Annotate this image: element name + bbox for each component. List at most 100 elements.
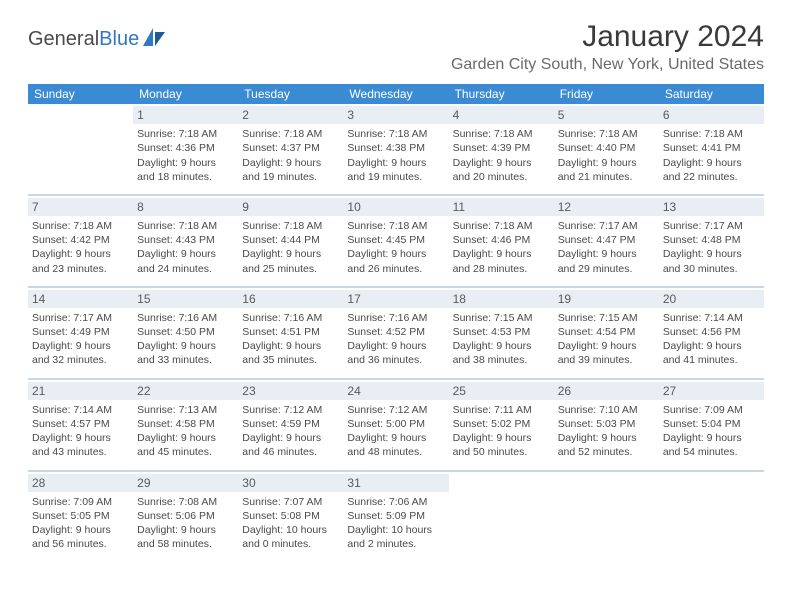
day-line: Daylight: 10 hours (242, 523, 339, 537)
day-line: Daylight: 9 hours (137, 247, 234, 261)
day-cell: 9 Sunrise: 7:18 AMSunset: 4:44 PMDaylight… (238, 196, 343, 286)
day-line: Sunset: 4:54 PM (558, 325, 655, 339)
day-line: Daylight: 9 hours (453, 156, 550, 170)
day-number: 14 (28, 290, 133, 308)
day-line: Sunrise: 7:12 AM (242, 403, 339, 417)
day-line: Sunset: 5:09 PM (347, 509, 444, 523)
day-line: Sunset: 4:49 PM (32, 325, 129, 339)
day-line: Sunrise: 7:17 AM (558, 219, 655, 233)
day-line: Sunset: 4:51 PM (242, 325, 339, 339)
day-line: and 35 minutes. (242, 353, 339, 367)
day-cell: 2 Sunrise: 7:18 AMSunset: 4:37 PMDaylight… (238, 104, 343, 194)
day-line: Sunset: 5:02 PM (453, 417, 550, 431)
day-line: Sunrise: 7:18 AM (137, 127, 234, 141)
day-line: Sunrise: 7:15 AM (558, 311, 655, 325)
day-line: Sunrise: 7:18 AM (347, 127, 444, 141)
day-cell: 7Sunrise: 7:18 AMSunset: 4:42 PMDaylight… (28, 196, 133, 286)
day-cell: 15Sunrise: 7:16 AMSunset: 4:50 PMDayligh… (133, 288, 238, 378)
day-cell: 26Sunrise: 7:10 AMSunset: 5:03 PMDayligh… (554, 380, 659, 470)
day-line: and 52 minutes. (558, 445, 655, 459)
day-number: 18 (449, 290, 554, 308)
location: Garden City South, New York, United Stat… (451, 56, 764, 74)
day-line: Sunset: 4:50 PM (137, 325, 234, 339)
day-line: Sunset: 4:57 PM (32, 417, 129, 431)
logo-text: GeneralBlue (28, 28, 139, 51)
day-cell: 27Sunrise: 7:09 AMSunset: 5:04 PMDayligh… (659, 380, 764, 470)
day-number: 29 (133, 474, 238, 492)
day-content: Sunrise: 7:18 AMSunset: 4:37 PMDaylight:… (242, 126, 339, 184)
day-number: 6 (659, 106, 764, 124)
weekday-header: Wednesday (343, 84, 448, 104)
day-line: and 30 minutes. (663, 262, 760, 276)
day-content: Sunrise: 7:06 AMSunset: 5:09 PMDaylight:… (347, 494, 444, 552)
day-content: Sunrise: 7:17 AMSunset: 4:49 PMDaylight:… (32, 310, 129, 368)
day-line: Daylight: 10 hours (347, 523, 444, 537)
day-cell: 16 Sunrise: 7:16 AMSunset: 4:51 PMDayligh… (238, 288, 343, 378)
day-line: Sunrise: 7:18 AM (242, 127, 339, 141)
day-line: Sunset: 4:52 PM (347, 325, 444, 339)
day-line: Sunset: 5:08 PM (242, 509, 339, 523)
day-cell: 19Sunrise: 7:15 AMSunset: 4:54 PMDayligh… (554, 288, 659, 378)
day-line: Sunrise: 7:18 AM (32, 219, 129, 233)
day-number: 17 (343, 290, 448, 308)
day-line: Daylight: 9 hours (242, 339, 339, 353)
day-number: 1 (133, 106, 238, 124)
day-line: and 23 minutes. (32, 262, 129, 276)
day-line: and 19 minutes. (347, 170, 444, 184)
day-content (558, 494, 655, 495)
day-line: and 26 minutes. (347, 262, 444, 276)
day-line: Sunrise: 7:17 AM (663, 219, 760, 233)
day-content: Sunrise: 7:14 AMSunset: 4:56 PMDaylight:… (663, 310, 760, 368)
day-line: Sunrise: 7:15 AM (453, 311, 550, 325)
day-cell: . (659, 472, 764, 562)
day-cell: . (28, 104, 133, 194)
day-line: and 25 minutes. (242, 262, 339, 276)
day-cell: 1Sunrise: 7:18 AMSunset: 4:36 PMDaylight… (133, 104, 238, 194)
day-line: and 2 minutes. (347, 537, 444, 551)
day-cell: 21Sunrise: 7:14 AMSunset: 4:57 PMDayligh… (28, 380, 133, 470)
day-line: Sunset: 4:56 PM (663, 325, 760, 339)
day-number: 4 (449, 106, 554, 124)
day-cell: 3Sunrise: 7:18 AMSunset: 4:38 PMDaylight… (343, 104, 448, 194)
day-line: Sunset: 5:04 PM (663, 417, 760, 431)
day-line: Daylight: 9 hours (242, 431, 339, 445)
day-number: 16 (238, 290, 343, 308)
day-line: and 38 minutes. (453, 353, 550, 367)
weekday-header: Sunday (28, 84, 133, 104)
day-number: 9 (238, 198, 343, 216)
day-line: and 19 minutes. (242, 170, 339, 184)
day-number: 2 (238, 106, 343, 124)
weekday-header: Thursday (449, 84, 554, 104)
day-line: Sunrise: 7:16 AM (347, 311, 444, 325)
day-content: Sunrise: 7:18 AMSunset: 4:41 PMDaylight:… (663, 126, 760, 184)
day-line: and 18 minutes. (137, 170, 234, 184)
day-number: 23 (238, 382, 343, 400)
day-cell: . (449, 472, 554, 562)
week-row: 21Sunrise: 7:14 AMSunset: 4:57 PMDayligh… (28, 380, 764, 472)
day-line: and 21 minutes. (558, 170, 655, 184)
day-line: Sunrise: 7:06 AM (347, 495, 444, 509)
day-cell: 10Sunrise: 7:18 AMSunset: 4:45 PMDayligh… (343, 196, 448, 286)
day-number: 19 (554, 290, 659, 308)
day-line: Sunset: 4:40 PM (558, 141, 655, 155)
day-number: 8 (133, 198, 238, 216)
day-content: Sunrise: 7:18 AMSunset: 4:44 PMDaylight:… (242, 218, 339, 276)
day-line: and 48 minutes. (347, 445, 444, 459)
day-content (453, 494, 550, 495)
day-line: Sunset: 4:53 PM (453, 325, 550, 339)
day-line: Sunset: 4:41 PM (663, 141, 760, 155)
day-content: Sunrise: 7:09 AMSunset: 5:05 PMDaylight:… (32, 494, 129, 552)
day-line: Daylight: 9 hours (558, 247, 655, 261)
sail-icon (141, 26, 167, 53)
day-cell: 28Sunrise: 7:09 AMSunset: 5:05 PMDayligh… (28, 472, 133, 562)
day-line: Sunrise: 7:18 AM (558, 127, 655, 141)
day-line: Sunset: 4:38 PM (347, 141, 444, 155)
day-line: Sunrise: 7:17 AM (32, 311, 129, 325)
day-content: Sunrise: 7:10 AMSunset: 5:03 PMDaylight:… (558, 402, 655, 460)
logo: GeneralBlue (28, 26, 167, 53)
day-cell: 31Sunrise: 7:06 AMSunset: 5:09 PMDayligh… (343, 472, 448, 562)
weekday-header: Tuesday (238, 84, 343, 104)
day-line: Daylight: 9 hours (663, 431, 760, 445)
day-line: and 46 minutes. (242, 445, 339, 459)
day-content: Sunrise: 7:16 AMSunset: 4:51 PMDaylight:… (242, 310, 339, 368)
